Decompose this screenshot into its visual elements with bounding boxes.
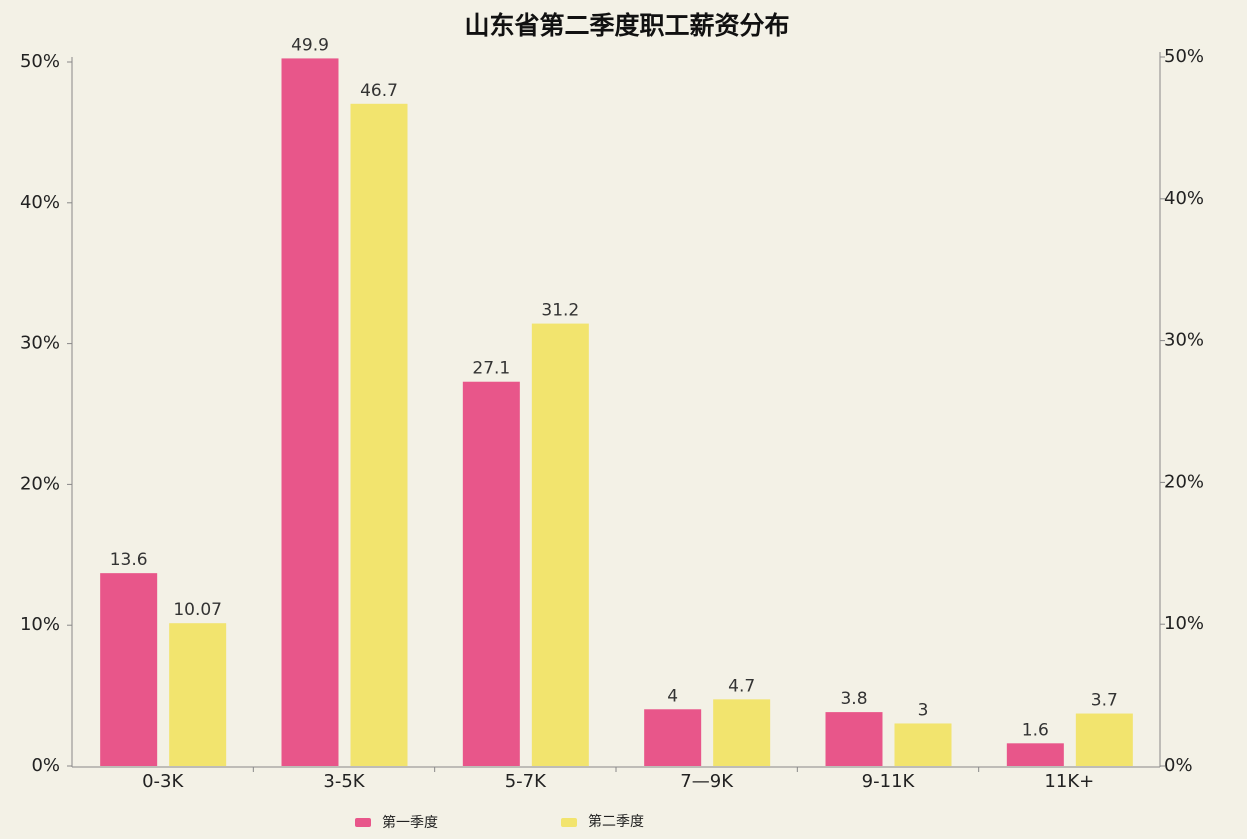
value-label: 49.9 xyxy=(291,35,329,55)
x-tick-label: 7—9K xyxy=(680,771,734,792)
bar xyxy=(1075,713,1133,766)
chart-title: 山东省第二季度职工薪资分布 xyxy=(464,11,789,40)
bar xyxy=(1006,743,1064,766)
bar xyxy=(462,381,520,766)
x-tick-label: 9-11K xyxy=(862,771,916,792)
y2-tick-label: 50% xyxy=(1164,46,1204,67)
bar xyxy=(100,573,158,766)
y-tick-label: 40% xyxy=(20,192,60,213)
value-label: 4 xyxy=(667,686,678,706)
legend-label: 第一季度 xyxy=(382,814,438,831)
bar xyxy=(350,103,408,766)
value-label: 27.1 xyxy=(472,359,510,379)
y-tick-label: 50% xyxy=(20,51,60,72)
bar xyxy=(713,699,771,766)
x-tick-label: 11K+ xyxy=(1044,771,1094,792)
value-label: 10.07 xyxy=(173,600,222,620)
legend-label: 第二季度 xyxy=(588,813,644,830)
y-tick-label: 20% xyxy=(20,473,60,494)
y2-tick-label: 20% xyxy=(1164,471,1204,492)
x-tick-label: 5-7K xyxy=(505,771,547,792)
bar xyxy=(894,723,952,766)
bar xyxy=(531,323,589,766)
y-tick-label: 30% xyxy=(20,333,60,354)
y2-tick-label: 0% xyxy=(1164,755,1193,776)
y2-tick-label: 30% xyxy=(1164,330,1204,351)
y2-tick-label: 10% xyxy=(1164,613,1204,634)
value-label: 31.2 xyxy=(541,301,579,321)
y-tick-label: 0% xyxy=(31,755,60,776)
value-label: 3.8 xyxy=(840,689,867,709)
value-label: 13.6 xyxy=(110,550,148,570)
x-tick-label: 0-3K xyxy=(142,771,184,792)
value-label: 46.7 xyxy=(360,81,398,101)
x-tick-label: 3-5K xyxy=(323,771,365,792)
value-label: 4.7 xyxy=(728,676,755,696)
bar xyxy=(644,709,702,766)
value-label: 3 xyxy=(918,700,929,720)
y-tick-label: 10% xyxy=(20,614,60,635)
value-label: 3.7 xyxy=(1091,691,1118,711)
bar xyxy=(281,58,339,767)
bar xyxy=(169,623,227,766)
legend-marker xyxy=(355,818,371,827)
legend-marker xyxy=(561,818,577,827)
bar xyxy=(825,712,883,766)
y2-tick-label: 40% xyxy=(1164,188,1204,209)
value-label: 1.6 xyxy=(1022,720,1049,740)
